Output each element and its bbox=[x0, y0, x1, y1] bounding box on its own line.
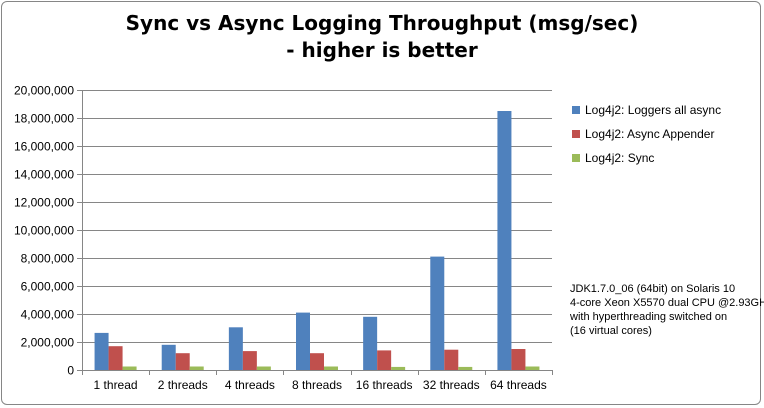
legend-swatch bbox=[572, 106, 580, 114]
x-tick-label: 4 threads bbox=[225, 378, 275, 392]
bar bbox=[497, 111, 512, 370]
x-tick-label: 8 threads bbox=[292, 378, 342, 392]
bar bbox=[391, 366, 406, 370]
bar bbox=[228, 327, 243, 370]
y-tick-label: 8,000,000 bbox=[21, 252, 75, 266]
y-tick-label: 4,000,000 bbox=[21, 308, 75, 322]
legend-label: Log4j2: Async Appender bbox=[585, 127, 714, 141]
bar bbox=[256, 366, 271, 370]
note-line: 4-core Xeon X5570 dual CPU @2.93GHz bbox=[570, 297, 764, 309]
bar bbox=[324, 366, 338, 370]
bar bbox=[377, 350, 392, 370]
y-tick-label: 18,000,000 bbox=[14, 112, 74, 126]
legend-label: Log4j2: Loggers all async bbox=[585, 103, 721, 117]
chart-title-line-1: Sync vs Async Logging Throughput (msg/se… bbox=[125, 11, 639, 35]
legend-swatch bbox=[572, 130, 580, 138]
x-tick-label: 32 threads bbox=[423, 378, 480, 392]
bar bbox=[525, 366, 540, 370]
bar bbox=[122, 366, 137, 370]
axes bbox=[77, 90, 553, 375]
bar bbox=[161, 344, 176, 370]
bar bbox=[444, 349, 459, 370]
chart-title: Sync vs Async Logging Throughput (msg/se… bbox=[0, 10, 764, 64]
bar bbox=[310, 353, 324, 370]
legend-label: Log4j2: Sync bbox=[585, 151, 654, 165]
y-tick-label: 12,000,000 bbox=[14, 196, 74, 210]
bar bbox=[296, 312, 310, 370]
legend: Log4j2: Loggers all async Log4j2: Async A… bbox=[572, 103, 721, 165]
bar bbox=[242, 351, 257, 370]
environment-note: JDK1.7.0_06 (64bit) on Solaris 10 4-core… bbox=[570, 282, 764, 338]
bar bbox=[189, 366, 204, 370]
chart-title-line-2: - higher is better bbox=[286, 38, 478, 62]
bar bbox=[511, 349, 526, 370]
bar bbox=[430, 256, 445, 370]
y-tick-label: 2,000,000 bbox=[21, 336, 75, 350]
legend-swatch bbox=[572, 154, 580, 162]
note-line: (16 virtual cores) bbox=[570, 325, 652, 337]
x-tick-label: 64 threads bbox=[490, 378, 547, 392]
note-line: JDK1.7.0_06 (64bit) on Solaris 10 bbox=[570, 283, 736, 295]
x-tick-label: 2 threads bbox=[158, 378, 208, 392]
y-tick-labels: 0 2,000,000 4,000,000 6,000,000 8,000,000 10,… bbox=[14, 84, 74, 378]
bar bbox=[94, 332, 109, 370]
x-tick-labels: 1 thread 2 threads 4 threads 8 threads 16 th… bbox=[94, 378, 547, 392]
y-tick-label: 14,000,000 bbox=[14, 168, 74, 182]
y-tick-label: 16,000,000 bbox=[14, 140, 74, 154]
gridlines bbox=[82, 90, 552, 343]
note-line: with hyperthreading switched on bbox=[570, 311, 728, 323]
y-tick-label: 0 bbox=[67, 364, 74, 378]
x-tick-label: 1 thread bbox=[94, 378, 138, 392]
y-tick-label: 10,000,000 bbox=[14, 224, 74, 238]
x-tick-label: 16 threads bbox=[356, 378, 413, 392]
bars bbox=[94, 111, 540, 370]
y-tick-label: 6,000,000 bbox=[21, 280, 75, 294]
y-tick-label: 20,000,000 bbox=[14, 84, 74, 98]
bar bbox=[108, 346, 123, 370]
bar bbox=[175, 353, 190, 370]
bar bbox=[363, 316, 378, 370]
bar bbox=[458, 366, 473, 370]
